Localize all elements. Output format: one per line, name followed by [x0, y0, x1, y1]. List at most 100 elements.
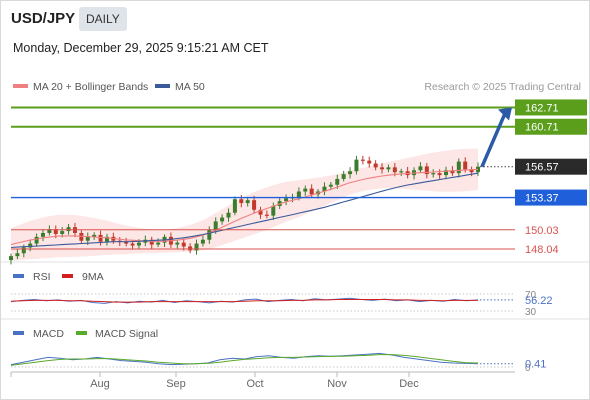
candle	[444, 166, 449, 180]
macd-panel: 00.41	[10, 352, 546, 374]
credit-text: Research © 2025 Trading Central	[424, 81, 581, 93]
candle-body	[181, 242, 186, 247]
level-label-box	[515, 189, 587, 206]
candle-body	[444, 170, 449, 176]
candle-body	[245, 200, 250, 204]
candle-body	[360, 159, 365, 161]
candle-body	[188, 246, 193, 251]
candle	[418, 162, 423, 173]
ma50-line	[10, 172, 479, 249]
candle	[348, 167, 353, 179]
candle-body	[322, 186, 327, 192]
candle-body	[450, 170, 455, 174]
level-label: 148.04	[525, 244, 559, 256]
candle	[40, 229, 45, 242]
candle-body	[40, 232, 45, 237]
ma20-line	[10, 168, 479, 246]
candle	[424, 162, 429, 179]
x-axis: Aug Sep Oct Nov Dec	[10, 371, 515, 390]
bollinger-band	[11, 148, 478, 261]
macd-tick-label: 0	[525, 363, 531, 374]
macd-legend-swatch	[13, 331, 24, 335]
candle-body	[456, 161, 461, 174]
timestamp: Monday, December 29, 2025 9:15:21 AM CET	[13, 41, 269, 55]
candle-body	[284, 198, 289, 202]
candle-body	[207, 230, 212, 240]
candle	[380, 163, 385, 174]
candle-body	[392, 167, 397, 173]
candle-body	[47, 229, 52, 233]
candle-body	[386, 167, 391, 170]
ma20-legend-swatch	[13, 84, 28, 88]
candle	[79, 230, 84, 244]
candle-body	[296, 191, 301, 198]
level-label-box	[515, 99, 587, 116]
candle-body	[271, 205, 276, 216]
candle-body	[303, 188, 308, 192]
rsi-series-line	[10, 297, 479, 304]
timeframe-badge[interactable]: DAILY	[79, 7, 127, 31]
candle-body	[328, 184, 333, 187]
level-label: 162.71	[525, 102, 559, 114]
candle-body	[60, 231, 65, 234]
candle-body	[309, 188, 314, 195]
candle-body	[380, 167, 385, 170]
candle	[264, 210, 269, 219]
rsi-current-label: 56.22	[525, 295, 553, 307]
candle	[188, 243, 193, 254]
rsi-series-line	[10, 299, 478, 303]
candle-body	[21, 247, 26, 254]
ma20-legend-label: MA 20 + Bollinger Bands	[33, 81, 148, 93]
candle	[456, 158, 461, 178]
candle	[220, 214, 225, 225]
candle	[98, 230, 103, 246]
target-arrow-head	[498, 107, 512, 121]
candle	[386, 164, 391, 173]
rsi-tick-label: 70	[525, 290, 537, 301]
candle	[373, 160, 378, 171]
candle-body	[149, 239, 154, 245]
candle-body	[437, 173, 442, 176]
rsi-tick-label: 30	[525, 307, 537, 318]
rsi-legend-label: RSI	[33, 271, 51, 283]
candle-body	[9, 256, 13, 260]
rsi-ma-legend-swatch	[62, 274, 73, 278]
candle-body	[252, 200, 257, 210]
candle-body	[469, 169, 474, 173]
candle	[252, 195, 257, 214]
candle	[322, 182, 327, 196]
level-label: 160.71	[525, 122, 559, 134]
ma50-legend-swatch	[155, 84, 170, 88]
current-price-label: 156.57	[525, 162, 559, 174]
candle	[104, 233, 109, 246]
candle-body	[418, 166, 423, 171]
candle-body	[79, 232, 84, 241]
candle	[92, 232, 97, 240]
candle-body	[367, 160, 372, 164]
candle-body	[98, 234, 103, 242]
x-tick-label: Nov	[327, 378, 347, 390]
candle-body	[463, 161, 468, 170]
candle-body	[258, 209, 263, 215]
candle	[232, 196, 237, 216]
candle-body	[431, 173, 436, 175]
candle	[399, 168, 404, 177]
candle-body	[213, 221, 218, 231]
candle-body	[239, 199, 244, 204]
level-label-box	[515, 118, 587, 135]
rsi-legend-swatch	[13, 274, 24, 278]
candle-body	[104, 236, 109, 242]
candle	[200, 236, 205, 247]
x-tick-label: Sep	[166, 378, 186, 390]
candle	[175, 239, 180, 249]
candle-body	[15, 253, 20, 257]
candle-body	[194, 243, 199, 251]
candle	[34, 233, 39, 247]
candle-body	[156, 242, 161, 245]
candle-body	[226, 212, 231, 218]
candle	[360, 155, 365, 165]
candle	[341, 170, 346, 182]
candle	[271, 202, 276, 220]
candle-body	[34, 236, 39, 244]
